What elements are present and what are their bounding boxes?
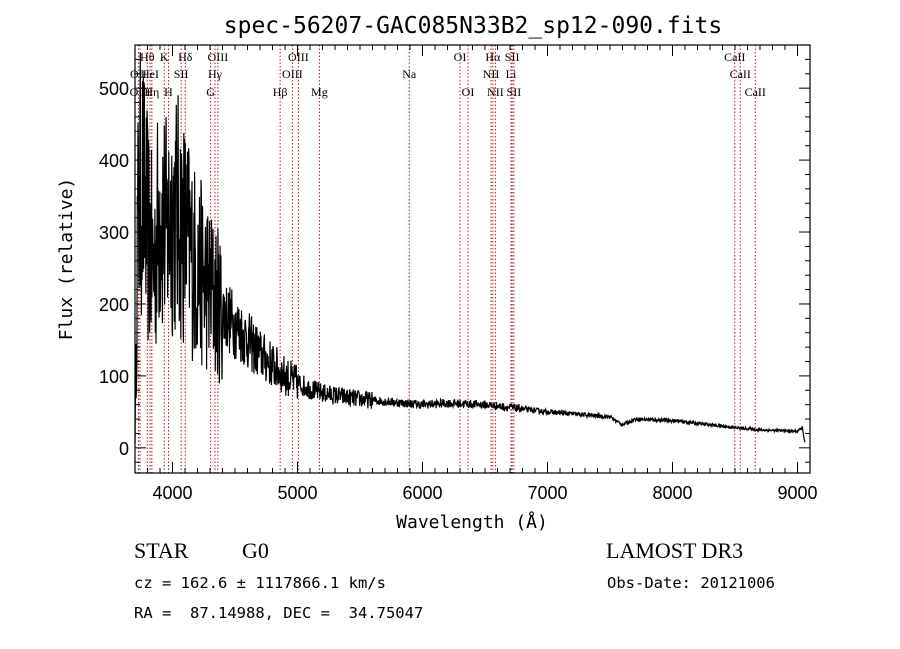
- x-tick-label: 8000: [652, 483, 692, 503]
- line-label: G: [206, 85, 215, 99]
- spectrum-line: [134, 52, 806, 444]
- line-label: CaII: [724, 50, 745, 64]
- line-label: Hγ: [208, 67, 223, 81]
- x-tick-label: 6000: [402, 483, 442, 503]
- line-label: SII: [507, 85, 522, 99]
- line-label: Na: [402, 67, 417, 81]
- line-label: OIII: [288, 50, 309, 64]
- line-label: CaII: [745, 85, 766, 99]
- line-label: Hα: [485, 50, 501, 64]
- y-axis: 0 100 200 300 400 500: [99, 44, 810, 463]
- y-axis-label: Flux (relative): [56, 178, 77, 341]
- x-tick-label: 4000: [152, 483, 192, 503]
- line-label: SII: [505, 50, 520, 64]
- line-label: Hθ: [140, 50, 155, 64]
- line-label: Mg: [311, 85, 328, 99]
- emission-line-markers: [137, 45, 756, 473]
- line-label: K: [160, 50, 169, 64]
- y-tick-label: 100: [99, 367, 129, 387]
- survey-name: LAMOST DR3: [606, 538, 744, 563]
- line-label: Hβ: [273, 85, 288, 99]
- x-axis: 4000 5000 6000 7000 8000 9000: [134, 45, 818, 503]
- line-label: OIII: [282, 67, 303, 81]
- line-label: OI: [454, 50, 467, 64]
- line-label: OIII: [208, 50, 229, 64]
- x-tick-label: 5000: [277, 483, 317, 503]
- y-tick-label: 400: [99, 151, 129, 171]
- y-tick-label: 200: [99, 295, 129, 315]
- plot-frame: [134, 44, 811, 474]
- x-axis-label: Wavelength (Å): [396, 511, 548, 533]
- y-tick-label: 300: [99, 223, 129, 243]
- line-label: HeI: [141, 67, 159, 81]
- line-label: Li: [506, 67, 517, 81]
- y-tick-label: 500: [99, 79, 129, 99]
- line-label: NII: [483, 67, 500, 81]
- observation-date: Obs-Date: 20121006: [607, 574, 775, 592]
- y-tick-label: 0: [119, 439, 129, 459]
- x-tick-label: 7000: [527, 483, 567, 503]
- x-tick-label: 9000: [777, 483, 817, 503]
- line-label: Hδ: [178, 50, 193, 64]
- object-class: STAR: [134, 538, 189, 563]
- line-label: SII: [174, 67, 189, 81]
- line-label: H: [164, 85, 173, 99]
- object-subclass: G0: [242, 538, 269, 563]
- line-label: OI: [462, 85, 475, 99]
- line-label: Hη: [144, 85, 159, 99]
- chart-title: spec-56207-GAC085N33B2_sp12-090.fits: [224, 13, 723, 39]
- line-label: CaII: [730, 67, 751, 81]
- sky-coordinates: RA = 87.14988, DEC = 34.75047: [134, 604, 424, 622]
- line-label: NII: [487, 85, 504, 99]
- redshift-velocity: cz = 162.6 ± 1117866.1 km/s: [134, 574, 386, 592]
